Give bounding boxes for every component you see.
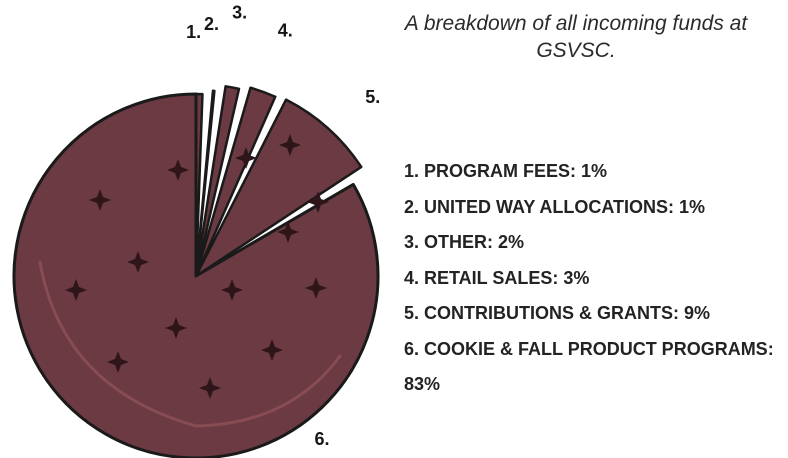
legend-item-other: 3. OTHER: 2% — [404, 232, 525, 252]
pie-slice-4 — [194, 86, 277, 278]
pie-slice-5 — [194, 98, 363, 278]
pie-slice-6 — [12, 92, 380, 458]
crumb-mark — [199, 377, 221, 399]
slice-number-2: 2. — [204, 14, 219, 34]
legend-item-contributions-grants: 5. CONTRIBUTIONS & GRANTS: 9% — [404, 303, 711, 323]
legend-item-retail-sales: 4. RETAIL SALES: 3% — [404, 267, 590, 288]
slice-number-1: 1. — [186, 22, 201, 42]
slice-number-6: 6. — [314, 429, 329, 449]
crumb-mark — [89, 189, 111, 211]
crumb-mark — [107, 351, 129, 373]
legend-item-program-fees: 1. PROGRAM FEES: 1% — [404, 161, 608, 181]
crumb-mark — [305, 277, 327, 299]
crumb-mark — [279, 134, 301, 156]
crumb-mark — [277, 221, 299, 243]
crumb-mark — [307, 191, 329, 213]
crumb-mark — [127, 251, 149, 273]
chart-legend: 1. PROGRAM FEES: 1% 2. UNITED WAY ALLOCA… — [404, 154, 788, 403]
slice-number-5: 5. — [365, 87, 380, 107]
legend-item-cookie-fall-programs: 6. COOKIE & FALL PRODUCT PROGRAMS: 83% — [404, 338, 774, 395]
crumb-mark — [167, 159, 189, 181]
cookie-crumbs — [65, 134, 329, 399]
crumb-mark — [235, 147, 257, 169]
pie-slice-2 — [194, 89, 216, 278]
pie-slices — [12, 85, 380, 458]
slice-number-4: 4. — [278, 20, 293, 40]
crumb-mark — [221, 279, 243, 301]
legend-item-united-way: 2. UNITED WAY ALLOCATIONS: 1% — [404, 196, 706, 217]
crumb-mark — [261, 339, 283, 361]
slice-number-3: 3. — [232, 3, 247, 23]
cookie-shine — [38, 260, 342, 428]
slice-number-labels: 1. 2. 3. 4. 5. 6. — [186, 3, 380, 449]
pie-slice-3 — [194, 85, 241, 278]
pie-chart: 1. 2. 3. 4. 5. 6. — [12, 3, 380, 458]
crumb-mark — [65, 279, 87, 301]
crumb-mark — [165, 317, 187, 339]
chart-subtitle: A breakdown of all incoming funds at GSV… — [404, 12, 748, 62]
